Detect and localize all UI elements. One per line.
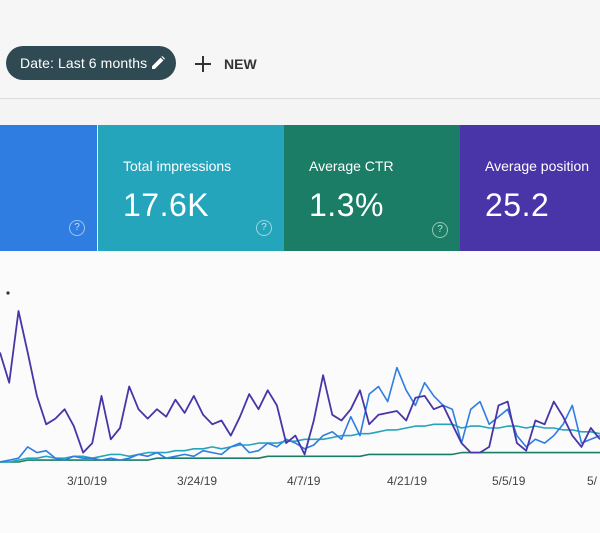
metric-card-total-impressions[interactable]: Total impressions 17.6K ?	[98, 125, 284, 251]
new-filter-button[interactable]: NEW	[194, 55, 257, 73]
series-line-2	[0, 423, 600, 463]
performance-chart: 3/10/19 3/24/19 4/7/19 4/21/19 5/5/19 5/	[0, 251, 600, 533]
x-tick-label: 4/21/19	[387, 474, 427, 488]
metric-value: 17.6K	[123, 187, 210, 223]
metric-label: Average CTR	[309, 158, 394, 174]
help-icon[interactable]: ?	[432, 222, 448, 238]
date-filter-chip[interactable]: Date: Last 6 months	[6, 46, 176, 80]
series-line-0	[0, 310, 600, 456]
chart-marker	[6, 291, 10, 295]
metric-label: Average position	[485, 158, 590, 174]
x-tick-label: 5/5/19	[492, 474, 526, 488]
x-tick-label: 5/	[587, 474, 598, 488]
x-tick-label: 3/10/19	[67, 474, 107, 488]
metric-card-average-position[interactable]: Average position 25.2	[460, 125, 600, 251]
metric-card-average-ctr[interactable]: Average CTR 1.3% ?	[284, 125, 460, 251]
metric-card-total-clicks[interactable]: ?	[0, 125, 97, 251]
x-tick-label: 3/24/19	[177, 474, 217, 488]
metric-value: 25.2	[485, 187, 550, 223]
date-filter-label: Date: Last 6 months	[20, 55, 148, 71]
x-tick-label: 4/7/19	[287, 474, 321, 488]
toolbar: Date: Last 6 months NEW	[0, 0, 600, 99]
pencil-icon[interactable]	[151, 56, 165, 70]
help-icon[interactable]: ?	[256, 220, 272, 236]
new-filter-label: NEW	[224, 56, 257, 72]
help-icon[interactable]: ?	[69, 220, 85, 236]
line-chart: 3/10/19 3/24/19 4/7/19 4/21/19 5/5/19 5/	[0, 291, 600, 488]
plus-icon	[195, 56, 211, 72]
metric-value: 1.3%	[309, 187, 384, 223]
metric-label: Total impressions	[123, 158, 232, 174]
